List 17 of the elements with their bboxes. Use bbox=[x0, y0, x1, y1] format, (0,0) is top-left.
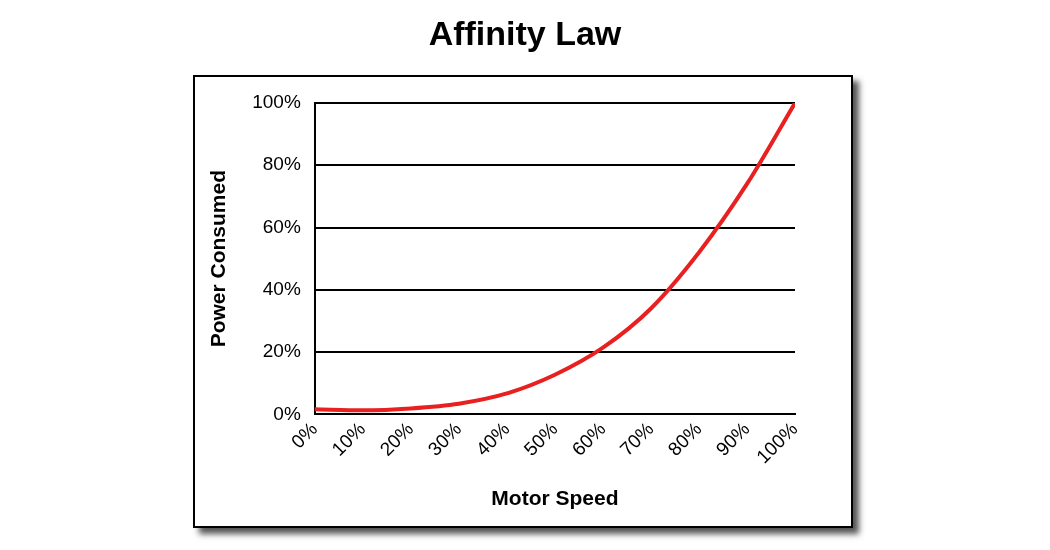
y-tick-label: 80% bbox=[262, 153, 301, 175]
chart-title: Affinity Law bbox=[427, 14, 623, 53]
x-tick-label: 40% bbox=[471, 417, 514, 460]
y-tick-label: 100% bbox=[252, 91, 301, 113]
y-tick-label: 40% bbox=[262, 278, 301, 300]
x-axis-title: Motor Speed bbox=[491, 486, 619, 510]
x-tick-label: 30% bbox=[423, 417, 466, 460]
y-tick-label: 0% bbox=[273, 402, 301, 424]
x-tick-label: 70% bbox=[615, 417, 658, 460]
y-tick-label: 20% bbox=[262, 340, 301, 362]
x-tick-label: 80% bbox=[663, 417, 706, 460]
x-tick-label: 90% bbox=[711, 417, 754, 460]
x-tick-label: 50% bbox=[519, 417, 562, 460]
x-tick-label: 60% bbox=[567, 417, 610, 460]
y-tick-label: 60% bbox=[262, 215, 301, 237]
line-series bbox=[314, 103, 795, 413]
y-axis-title: Power Consumed bbox=[206, 169, 230, 348]
